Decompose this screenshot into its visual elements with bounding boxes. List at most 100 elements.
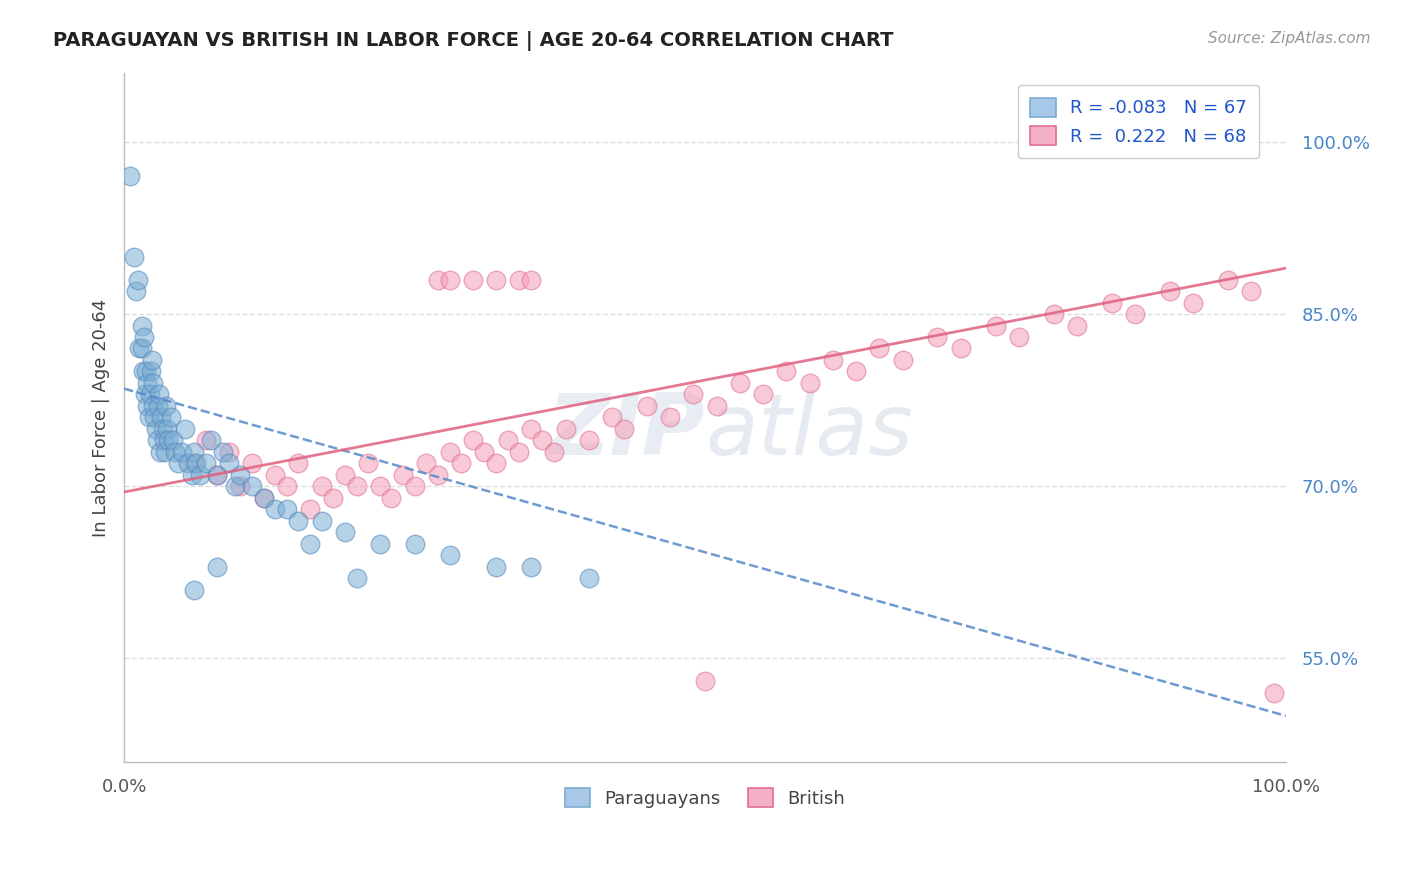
Point [485,559,508,574]
Point [173,422,195,436]
Point [183,582,205,597]
Point [132,364,155,378]
Point [439,445,461,459]
Text: atlas: atlas [704,390,912,473]
Point [636,399,658,413]
Point [118,169,141,184]
Point [520,272,543,286]
Point [799,376,821,390]
Point [122,250,145,264]
Point [333,525,356,540]
Text: PARAGUAYAN VS BRITISH IN LABOR FORCE | AGE 20-64 CORRELATION CHART: PARAGUAYAN VS BRITISH IN LABOR FORCE | A… [53,31,894,51]
Point [145,434,167,448]
Point [166,456,188,470]
Point [1263,686,1285,700]
Point [177,456,200,470]
Point [139,387,162,401]
Point [322,491,344,505]
Point [148,387,170,401]
Point [415,456,437,470]
Point [404,479,426,493]
Point [145,422,167,436]
Point [461,434,484,448]
Point [172,445,194,459]
Point [311,479,333,493]
Point [868,342,890,356]
Point [205,559,228,574]
Point [485,456,508,470]
Point [149,445,172,459]
Point [927,330,949,344]
Point [131,342,153,356]
Point [333,467,356,482]
Point [392,467,415,482]
Point [1066,318,1088,333]
Point [142,376,165,390]
Point [949,342,972,356]
Point [276,479,298,493]
Point [132,330,155,344]
Point [253,491,276,505]
Point [485,272,508,286]
Point [752,387,775,401]
Point [450,456,472,470]
Point [138,410,160,425]
Point [311,514,333,528]
Point [821,353,844,368]
Point [984,318,1007,333]
Point [152,422,174,436]
Point [180,467,202,482]
Point [152,434,174,448]
Point [134,387,156,401]
Point [299,536,322,550]
Point [194,456,217,470]
Point [554,422,576,436]
Point [229,467,252,482]
Point [472,445,495,459]
Point [276,502,298,516]
Point [212,445,235,459]
Point [240,456,263,470]
Point [157,434,180,448]
Point [136,399,159,413]
Point [143,410,166,425]
Text: ZIP: ZIP [547,390,704,473]
Point [153,445,176,459]
Point [346,571,368,585]
Point [162,434,184,448]
Point [659,410,682,425]
Point [439,548,461,562]
Point [139,364,162,378]
Point [600,410,623,425]
Point [188,467,211,482]
Point [426,467,449,482]
Point [127,272,149,286]
Point [496,434,519,448]
Point [142,399,165,413]
Point [891,353,914,368]
Point [706,399,728,413]
Point [200,434,222,448]
Point [508,445,530,459]
Point [253,491,276,505]
Point [240,479,263,493]
Point [183,445,205,459]
Point [461,272,484,286]
Point [1101,295,1123,310]
Point [264,502,287,516]
Point [287,514,309,528]
Point [141,353,163,368]
Point [613,422,636,436]
Point [156,422,179,436]
Point [1042,307,1064,321]
Point [578,434,600,448]
Point [1159,284,1181,298]
Point [1240,284,1263,298]
Point [136,376,159,390]
Point [520,559,543,574]
Point [159,410,181,425]
Point [287,456,309,470]
Point [682,387,704,401]
Point [531,434,554,448]
Point [224,479,246,493]
